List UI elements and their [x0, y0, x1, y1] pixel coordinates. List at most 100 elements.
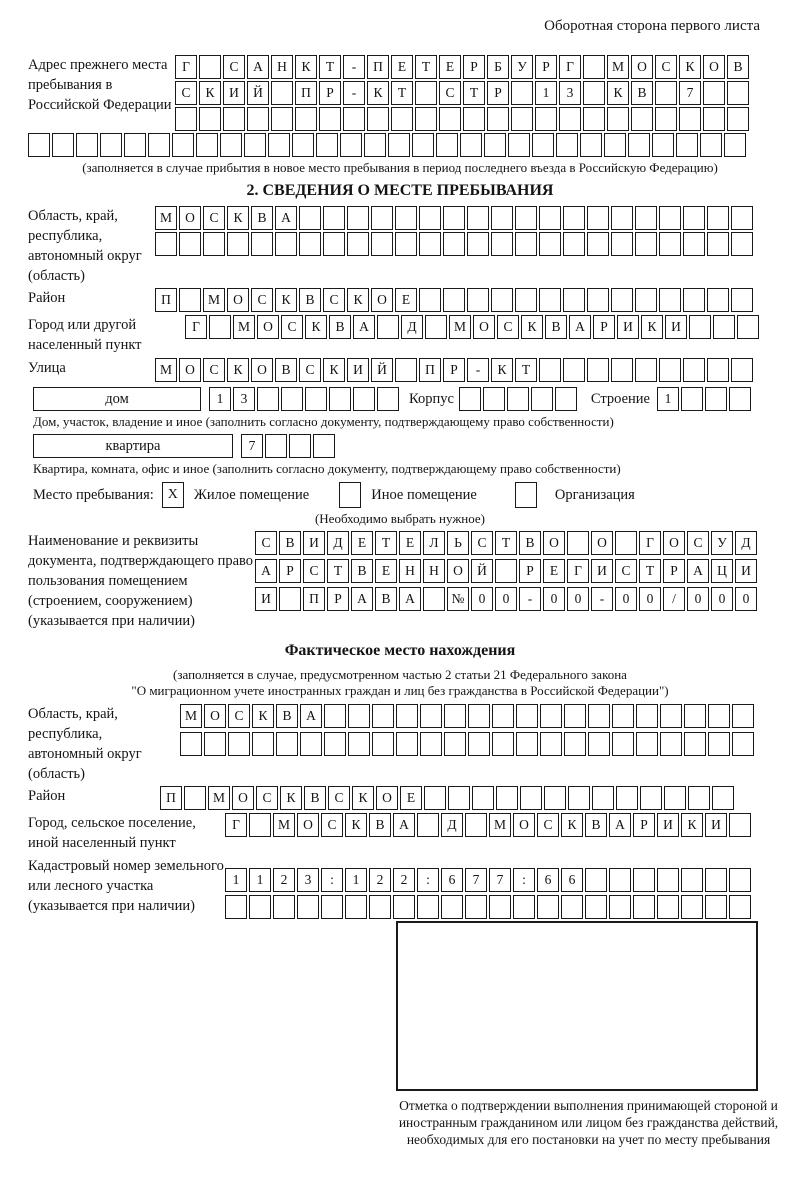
char-cell [369, 895, 391, 919]
prev-address-label: Адрес прежнего места пребывания в Россий… [28, 57, 172, 113]
char-cell: : [513, 868, 535, 892]
char-cell [731, 288, 753, 312]
char-cell [297, 895, 319, 919]
apartment-row: квартира 7 [33, 434, 772, 458]
char-cell: А [300, 704, 322, 728]
char-cell: : [321, 868, 343, 892]
char-cell [707, 358, 729, 382]
char-cell [707, 232, 729, 256]
actual-location-title: Фактическое место нахождения [284, 642, 516, 659]
char-cell [705, 868, 727, 892]
char-cell: 0 [471, 587, 493, 611]
char-cell: Р [519, 559, 541, 583]
char-cell: В [329, 315, 351, 339]
char-cell [460, 133, 482, 157]
char-cell: С [228, 704, 250, 728]
char-cell [175, 107, 197, 131]
prev-address-block: Адрес прежнего места пребывания в Россий… [28, 55, 772, 131]
char-cell: С [256, 786, 278, 810]
char-cell: К [275, 288, 297, 312]
char-cell: О [513, 813, 535, 837]
section2-region-block: Область, край, республика, автономный ок… [28, 206, 772, 286]
char-cell [353, 387, 375, 411]
char-cell: Н [399, 559, 421, 583]
char-cell [388, 133, 410, 157]
stay-type-note: (Необходимо выбрать нужное) [314, 511, 486, 526]
char-cell [396, 704, 418, 728]
char-cell [329, 387, 351, 411]
prev-address-row-4 [28, 133, 772, 157]
char-cell [367, 107, 389, 131]
char-cell [472, 786, 494, 810]
char-cell [244, 133, 266, 157]
char-cell: Г [225, 813, 247, 837]
char-cell: М [607, 55, 629, 79]
char-cell [444, 732, 466, 756]
char-cell [539, 358, 561, 382]
char-cell: К [607, 81, 629, 105]
char-cell: Р [279, 559, 301, 583]
char-cell: О [257, 315, 279, 339]
char-cell: С [439, 81, 461, 105]
char-cell: К [227, 206, 249, 230]
actual-location-note-2: "О миграционном учете иностранных гражда… [131, 683, 669, 698]
char-cell [305, 387, 327, 411]
char-cell [732, 732, 754, 756]
char-cell [281, 387, 303, 411]
char-cell [604, 133, 626, 157]
char-cell [425, 315, 447, 339]
char-cell: 6 [441, 868, 463, 892]
char-cell: 3 [297, 868, 319, 892]
char-cell: / [663, 587, 685, 611]
cadastral-block: Кадастровый номер земельного или лесного… [28, 856, 772, 919]
char-cell [652, 133, 674, 157]
char-cell [340, 133, 362, 157]
char-cell [271, 81, 293, 105]
char-cell [520, 786, 542, 810]
char-cell [659, 206, 681, 230]
char-cell [655, 81, 677, 105]
char-cell: 0 [495, 587, 517, 611]
char-cell [583, 107, 605, 131]
char-cell: К [641, 315, 663, 339]
char-cell: Н [271, 55, 293, 79]
char-cell: 1 [225, 868, 247, 892]
char-cell [585, 895, 607, 919]
char-cell: С [328, 786, 350, 810]
char-cell: А [353, 315, 375, 339]
char-cell: С [655, 55, 677, 79]
char-cell [417, 895, 439, 919]
char-cell [707, 288, 729, 312]
char-cell [724, 133, 746, 157]
char-cell: В [251, 206, 273, 230]
char-cell: Е [543, 559, 565, 583]
char-cell: 2 [369, 868, 391, 892]
char-cell [700, 133, 722, 157]
char-cell: К [681, 813, 703, 837]
char-cell: О [703, 55, 725, 79]
char-cell: Т [319, 55, 341, 79]
char-cell: - [467, 358, 489, 382]
char-cell [419, 288, 441, 312]
char-cell: Т [463, 81, 485, 105]
document-block: Наименование и реквизиты документа, подт… [28, 531, 772, 631]
char-cell: Б [487, 55, 509, 79]
char-cell: Т [327, 559, 349, 583]
char-cell: К [561, 813, 583, 837]
char-cell [324, 732, 346, 756]
char-cell [179, 288, 201, 312]
char-cell: 1 [345, 868, 367, 892]
char-cell [492, 704, 514, 728]
char-cell [412, 133, 434, 157]
char-cell: В [727, 55, 749, 79]
char-cell [554, 387, 577, 411]
char-cell [439, 107, 461, 131]
char-cell: 1 [535, 81, 557, 105]
char-cell: С [299, 358, 321, 382]
char-cell [615, 531, 637, 555]
